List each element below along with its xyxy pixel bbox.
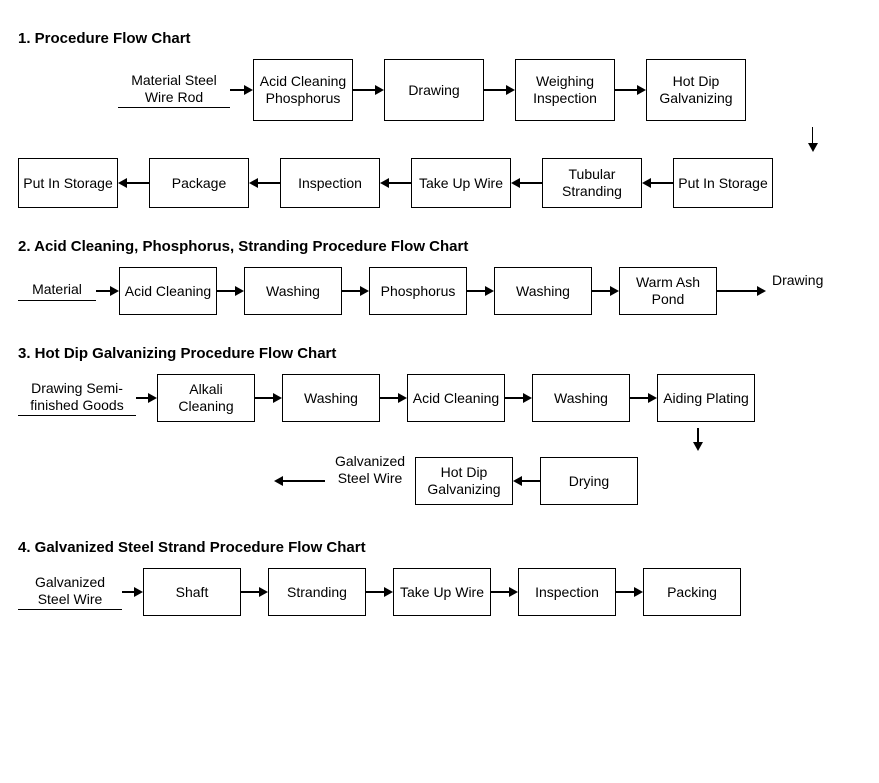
input-label: Drawing Semi- finished Goods <box>18 380 136 417</box>
flow-node: Drying <box>540 457 638 505</box>
arrow-icon <box>230 85 253 95</box>
flow-node: Put In Storage <box>18 158 118 208</box>
arrow-icon <box>241 587 268 597</box>
input-label: Galvanized Steel Wire <box>18 574 122 611</box>
arrow-icon <box>484 85 515 95</box>
flow-node: Drawing <box>384 59 484 121</box>
arrow-icon <box>353 85 384 95</box>
arrow-icon <box>96 286 119 296</box>
arrow-icon <box>615 85 646 95</box>
flow-node: Shaft <box>143 568 241 616</box>
arrow-icon <box>380 393 407 403</box>
flow-node: Packing <box>643 568 741 616</box>
flow-node: Stranding <box>268 568 366 616</box>
section-title-1: 1. Procedure Flow Chart <box>18 30 861 47</box>
flow-node: Alkali Cleaning <box>157 374 255 422</box>
flow-node: Package <box>149 158 249 208</box>
flow-node: Washing <box>282 374 380 422</box>
arrow-icon <box>592 286 619 296</box>
arrow-icon <box>136 393 157 403</box>
arrow-icon <box>274 476 325 486</box>
flow-node: Acid Cleaning <box>407 374 505 422</box>
arrow-icon <box>505 393 532 403</box>
arrow-icon <box>616 587 643 597</box>
arrow-icon <box>217 286 244 296</box>
arrow-icon <box>255 393 282 403</box>
flow-node: Weighing Inspection <box>515 59 615 121</box>
flow-node: Hot Dip Galvanizing <box>646 59 746 121</box>
flow-node: Acid Cleaning Phosphorus <box>253 59 353 121</box>
flow-node: Inspection <box>518 568 616 616</box>
output-label: Drawing <box>772 272 823 289</box>
flow-node: Take Up Wire <box>393 568 491 616</box>
arrow-down-icon <box>649 428 747 451</box>
output-label: Galvanized Steel Wire <box>325 453 415 487</box>
flow-node: Washing <box>244 267 342 315</box>
arrow-icon <box>511 178 542 188</box>
input-label: Material Steel Wire Rod <box>118 72 230 109</box>
arrow-icon <box>122 587 143 597</box>
arrow-icon <box>491 587 518 597</box>
flowchart-3: Drawing Semi- finished Goods Alkali Clea… <box>18 374 861 505</box>
arrow-icon <box>467 286 494 296</box>
arrow-icon <box>380 178 411 188</box>
flow-node: Phosphorus <box>369 267 467 315</box>
flow-node: Warm Ash Pond <box>619 267 717 315</box>
flow-node: Washing <box>532 374 630 422</box>
input-label: Material <box>18 281 96 301</box>
flowchart-2: Material Acid Cleaning Washing Phosphoru… <box>18 267 861 315</box>
arrow-icon <box>717 286 766 296</box>
section-title-2: 2. Acid Cleaning, Phosphorus, Stranding … <box>18 238 861 255</box>
arrow-icon <box>118 178 149 188</box>
flowchart-1: Material Steel Wire Rod Acid Cleaning Ph… <box>18 59 861 208</box>
flow-node: Inspection <box>280 158 380 208</box>
section-title-4: 4. Galvanized Steel Strand Procedure Flo… <box>18 539 861 556</box>
arrow-icon <box>342 286 369 296</box>
arrow-icon <box>642 178 673 188</box>
flow-node: Hot Dip Galvanizing <box>415 457 513 505</box>
arrow-down-icon <box>764 127 861 152</box>
flow-node: Put In Storage <box>673 158 773 208</box>
arrow-icon <box>630 393 657 403</box>
flow-node: Tubular Stranding <box>542 158 642 208</box>
arrow-icon <box>513 476 540 486</box>
flowchart-4: Galvanized Steel Wire Shaft Stranding Ta… <box>18 568 861 616</box>
section-title-3: 3. Hot Dip Galvanizing Procedure Flow Ch… <box>18 345 861 362</box>
flow-node: Aiding Plating <box>657 374 755 422</box>
flow-node: Take Up Wire <box>411 158 511 208</box>
arrow-icon <box>366 587 393 597</box>
flow-node: Washing <box>494 267 592 315</box>
arrow-icon <box>249 178 280 188</box>
flow-node: Acid Cleaning <box>119 267 217 315</box>
